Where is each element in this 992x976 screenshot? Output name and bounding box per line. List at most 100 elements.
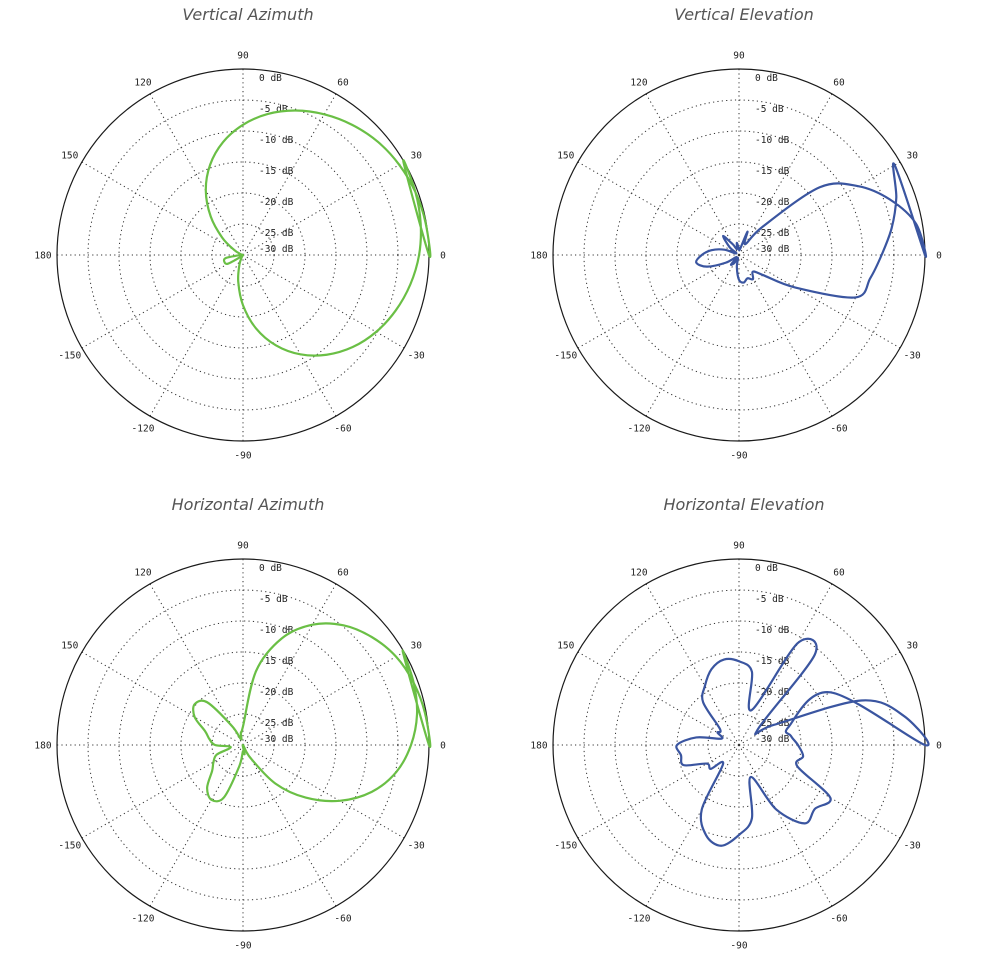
- angle-label: 60: [833, 567, 845, 578]
- angle-label: -150: [58, 841, 81, 852]
- vertical-elevation-panel: Vertical Elevation 0 30 60 90 120 150 180 -150 -…: [496, 0, 992, 486]
- pattern-curve: [204, 109, 432, 357]
- angle-label: 120: [134, 77, 151, 88]
- db-ring-label: 0 dB: [755, 73, 778, 84]
- grid-spoke: [738, 744, 901, 839]
- db-ring-label: -25 dB: [755, 228, 790, 239]
- pattern-curve: [192, 622, 432, 803]
- angle-label: -90: [234, 451, 251, 462]
- db-ring-label: -5 dB: [755, 594, 784, 605]
- angle-label: 60: [337, 567, 349, 578]
- angle-label: 150: [557, 151, 574, 162]
- db-ring-label: -10 dB: [755, 625, 790, 636]
- polar-plot: 0 30 60 90 120 150 180 -150 -120 -90 -60 -30 0 dB -5 …: [530, 51, 942, 462]
- chart-title: Horizontal Elevation: [663, 495, 825, 514]
- db-ring-label: -20 dB: [259, 197, 294, 208]
- chart-title: Horizontal Azimuth: [171, 495, 325, 514]
- angle-label: 180: [530, 741, 547, 752]
- chart-title: Vertical Azimuth: [182, 5, 314, 24]
- angle-label: -150: [58, 351, 81, 362]
- angle-label: -120: [628, 424, 651, 435]
- grid-spoke: [242, 254, 405, 349]
- angle-label: -30: [904, 351, 921, 362]
- angle-label: 30: [410, 641, 422, 652]
- db-ring-label: -25 dB: [755, 718, 790, 729]
- db-ring-label: -20 dB: [259, 687, 294, 698]
- angle-label: -90: [730, 941, 747, 952]
- angle-label: 180: [34, 251, 51, 262]
- grid-spoke: [242, 583, 337, 746]
- angle-label: -30: [904, 841, 921, 852]
- angle-label: -60: [830, 424, 847, 435]
- grid-spoke: [577, 161, 740, 256]
- db-ring-label: -15 dB: [755, 166, 790, 177]
- db-ring-label: 0 dB: [259, 563, 282, 574]
- db-ring-label: -10 dB: [259, 135, 294, 146]
- grid-spoke: [738, 254, 901, 349]
- grid-spoke: [242, 651, 405, 746]
- grid-spoke: [242, 93, 337, 256]
- db-ring-label: -30 dB: [259, 734, 294, 745]
- angle-label: -90: [730, 451, 747, 462]
- angle-label: 30: [410, 151, 422, 162]
- angle-label: 150: [557, 641, 574, 652]
- angle-label: 0: [440, 741, 446, 752]
- angle-label: -30: [408, 351, 425, 362]
- angle-label: -60: [334, 914, 351, 925]
- angle-label: -60: [830, 914, 847, 925]
- grid-spoke: [645, 93, 740, 256]
- angle-label: 180: [34, 741, 51, 752]
- db-ring-label: -20 dB: [755, 197, 790, 208]
- grid-spoke: [81, 744, 244, 839]
- angle-label: 0: [440, 251, 446, 262]
- angle-label: -90: [234, 941, 251, 952]
- db-ring-label: -20 dB: [755, 687, 790, 698]
- db-ring-label: -30 dB: [755, 244, 790, 255]
- angle-label: -150: [554, 351, 577, 362]
- angle-label: -120: [132, 424, 155, 435]
- grid-spoke: [242, 161, 405, 256]
- grid-spoke: [149, 93, 244, 256]
- angle-label: 30: [906, 151, 918, 162]
- angle-label: 90: [733, 51, 745, 62]
- angle-label: 60: [833, 77, 845, 88]
- db-ring-label: -15 dB: [755, 656, 790, 667]
- angle-label: 90: [237, 51, 249, 62]
- angle-label: 150: [61, 151, 78, 162]
- grid-spoke: [738, 254, 833, 417]
- grid-spoke: [645, 744, 740, 907]
- db-ring-label: 0 dB: [259, 73, 282, 84]
- db-ring-label: -5 dB: [259, 104, 288, 115]
- angle-label: 90: [733, 541, 745, 552]
- db-ring-label: -25 dB: [259, 228, 294, 239]
- angle-label: -150: [554, 841, 577, 852]
- db-ring-label: 0 dB: [755, 563, 778, 574]
- angle-label: 0: [936, 741, 942, 752]
- angle-label: 0: [936, 251, 942, 262]
- grid-spoke: [81, 651, 244, 746]
- db-ring-label: -5 dB: [259, 594, 288, 605]
- angle-label: 150: [61, 641, 78, 652]
- grid-spoke: [738, 583, 833, 746]
- pattern-curve: [675, 637, 930, 847]
- grid-spoke: [242, 744, 337, 907]
- grid-spoke: [738, 744, 833, 907]
- grid-spoke: [81, 161, 244, 256]
- vertical-azimuth-panel: Vertical Azimuth 0 30 60 90 120 150 180 -150 -12…: [0, 0, 496, 486]
- angle-label: 120: [630, 567, 647, 578]
- polar-plot: 0 30 60 90 120 150 180 -150 -120 -90 -60 -30 0 dB -5 …: [530, 541, 942, 952]
- grid-spoke: [577, 651, 740, 746]
- angle-label: -60: [334, 424, 351, 435]
- angle-label: 180: [530, 251, 547, 262]
- angle-label: -120: [132, 914, 155, 925]
- grid-spoke: [242, 744, 405, 839]
- db-ring-label: -5 dB: [755, 104, 784, 115]
- grid-spoke: [577, 254, 740, 349]
- db-ring-label: -15 dB: [259, 166, 294, 177]
- angle-label: 90: [237, 541, 249, 552]
- grid-spoke: [577, 744, 740, 839]
- horizontal-azimuth-panel: Horizontal Azimuth 0 30 60 90 120 150 180 -150 -…: [0, 490, 496, 976]
- angle-label: -120: [628, 914, 651, 925]
- grid-spoke: [81, 254, 244, 349]
